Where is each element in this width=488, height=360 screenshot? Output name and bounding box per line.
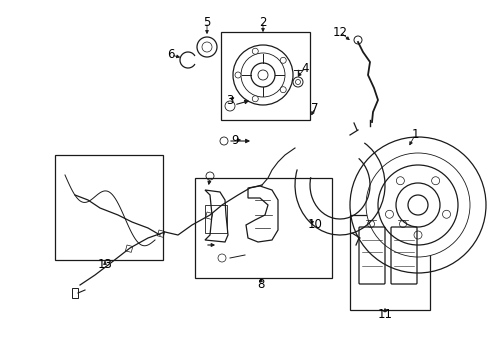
Bar — [204, 205, 226, 233]
Circle shape — [252, 48, 258, 54]
Bar — [349, 215, 429, 310]
Text: 11: 11 — [377, 309, 392, 321]
Bar — [157, 230, 164, 237]
Circle shape — [280, 87, 285, 93]
Text: 3: 3 — [226, 94, 233, 107]
Bar — [125, 245, 133, 252]
Text: 8: 8 — [257, 279, 264, 292]
Text: 1: 1 — [410, 129, 418, 141]
Bar — [195, 178, 331, 278]
Text: 4: 4 — [301, 62, 308, 75]
Bar — [221, 32, 309, 120]
Text: 9: 9 — [231, 134, 238, 147]
Circle shape — [235, 72, 241, 78]
Text: 6: 6 — [167, 49, 174, 62]
Text: 5: 5 — [203, 15, 210, 28]
Circle shape — [252, 96, 258, 102]
Bar — [205, 212, 212, 219]
Circle shape — [280, 57, 285, 63]
Text: 10: 10 — [307, 219, 322, 231]
Text: 2: 2 — [259, 15, 266, 28]
Text: 13: 13 — [98, 258, 112, 271]
Text: 12: 12 — [332, 26, 347, 39]
Text: 7: 7 — [311, 102, 318, 114]
Circle shape — [365, 153, 469, 257]
Bar — [55, 155, 163, 260]
